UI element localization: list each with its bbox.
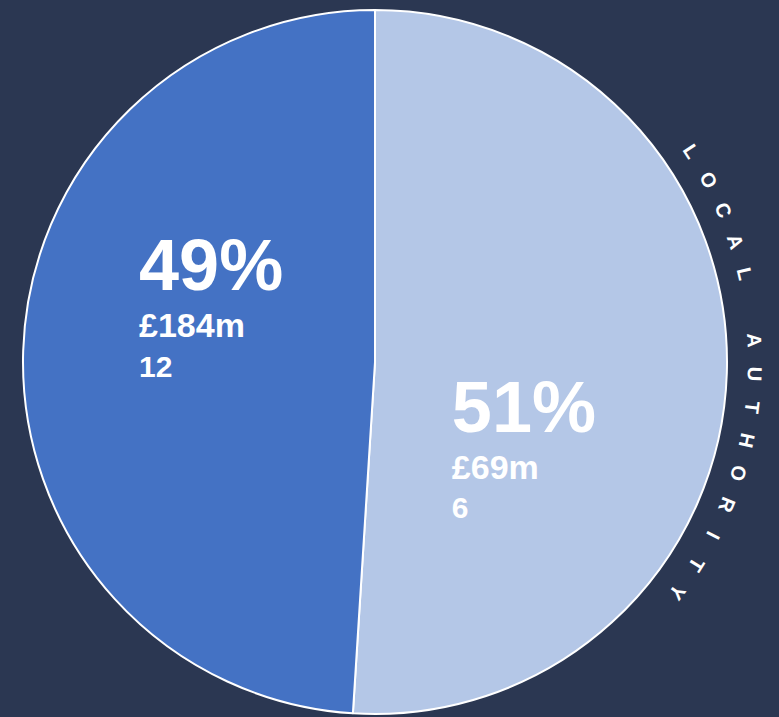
svg-text:L: L <box>733 265 757 282</box>
svg-text:49%: 49% <box>139 225 283 305</box>
svg-text:A: A <box>723 231 748 252</box>
svg-text:T: T <box>741 400 764 415</box>
svg-text:L: L <box>679 140 704 162</box>
svg-text:C: C <box>710 199 736 221</box>
svg-text:I: I <box>702 528 724 543</box>
svg-text:£69m: £69m <box>452 448 539 486</box>
svg-text:6: 6 <box>452 491 469 524</box>
svg-text:H: H <box>735 431 760 450</box>
svg-text:£184m: £184m <box>139 306 245 344</box>
svg-text:T: T <box>684 554 709 576</box>
svg-text:R: R <box>714 494 740 516</box>
svg-text:O: O <box>695 168 722 192</box>
svg-text:12: 12 <box>139 350 172 383</box>
svg-text:Y: Y <box>664 580 690 604</box>
svg-text:A: A <box>743 332 766 348</box>
svg-text:O: O <box>726 463 752 484</box>
svg-text:51%: 51% <box>452 367 596 447</box>
svg-text:U: U <box>744 366 766 381</box>
